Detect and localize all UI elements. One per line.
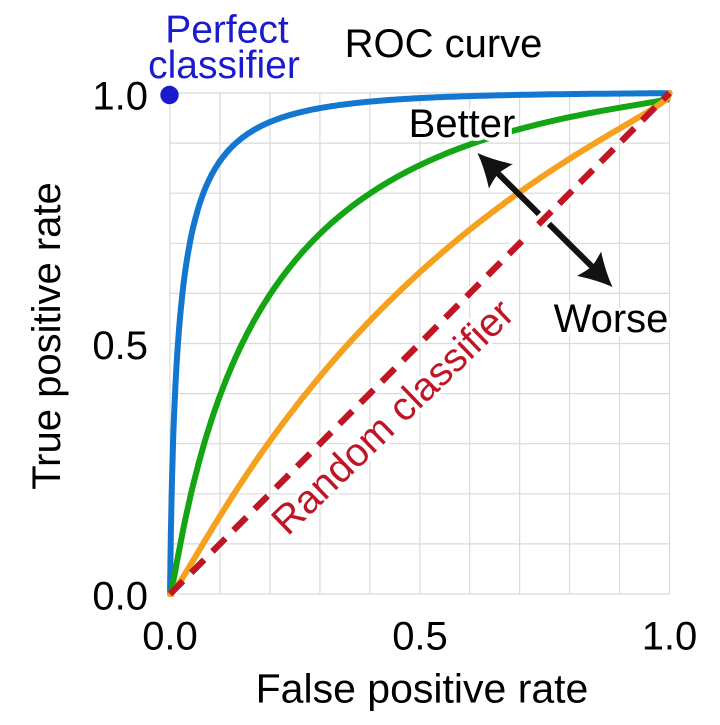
svg-text:1.0: 1.0 bbox=[92, 75, 148, 119]
svg-text:False positive rate: False positive rate bbox=[256, 666, 589, 712]
svg-text:0.0: 0.0 bbox=[142, 615, 198, 659]
svg-text:Perfect: Perfect bbox=[165, 9, 289, 52]
svg-text:True positive rate: True positive rate bbox=[25, 182, 69, 490]
svg-text:Worse: Worse bbox=[554, 297, 669, 341]
svg-text:1.0: 1.0 bbox=[642, 615, 698, 659]
svg-text:Better: Better bbox=[409, 102, 516, 146]
svg-text:0.5: 0.5 bbox=[92, 324, 148, 368]
svg-text:0.5: 0.5 bbox=[392, 615, 448, 659]
svg-text:ROC curve: ROC curve bbox=[345, 22, 543, 66]
svg-text:classifier: classifier bbox=[148, 44, 300, 87]
svg-text:0.0: 0.0 bbox=[92, 575, 148, 619]
